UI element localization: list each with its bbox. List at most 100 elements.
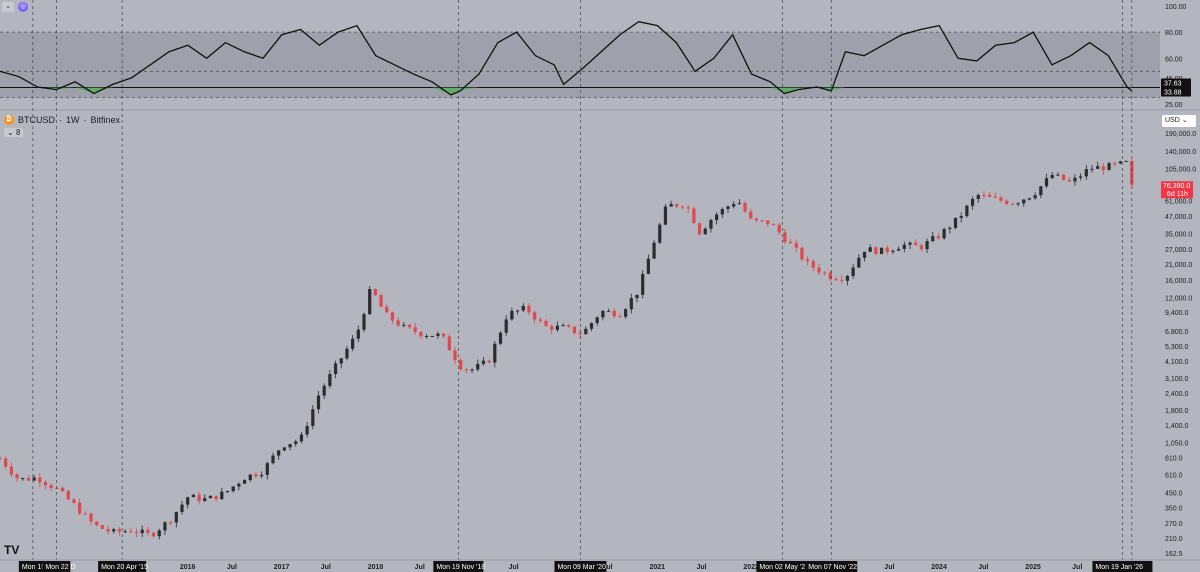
candle-body [624,309,628,317]
candle-body [1022,199,1026,204]
candle-body [1090,168,1094,170]
price-tick-label: 1,050.0 [1165,440,1188,447]
candle-body [72,499,76,503]
time-tick-label: 2018 [368,564,384,571]
candle-body [1130,161,1134,185]
price-tick-label: 21,000.0 [1165,262,1192,269]
time-tick-label: Jul [227,564,237,571]
candles [0,157,1134,540]
candle-body [1050,174,1054,179]
time-marker-tag [1092,561,1153,572]
candle-body [66,491,70,500]
settings-icon[interactable]: ◎ [18,2,28,12]
candle-body [914,242,918,246]
candle-body [533,312,537,320]
currency-label: USD [1165,117,1180,124]
candle-body [982,194,986,196]
currency-selector[interactable]: USD ⌄ [1162,115,1196,127]
symbol-label[interactable]: BTCUSD [18,115,56,125]
rsi-current-value: 37.63 [1164,80,1182,87]
candle-body [129,531,133,533]
candle-body [424,336,429,338]
rsi-current-tag [1161,78,1191,88]
candle-body [100,525,104,529]
candle-body [897,248,901,251]
candle-body [316,395,321,410]
candle-body [754,218,759,221]
indicator-toggle[interactable]: ⌄ 8 [4,128,24,137]
candle-body [1061,174,1066,181]
price-tick-label: 190,000.0 [1165,131,1196,138]
candle-body [766,220,770,225]
candle-body [498,332,503,344]
price-tick-label: 105,000.0 [1165,166,1196,173]
candle-body [134,532,139,534]
chevron-down-icon: ⌄ [7,128,14,137]
price-tick-label: 450.0 [1165,491,1183,498]
candle-body [0,458,2,460]
candle-body [550,326,554,330]
time-marker-tag [756,561,809,572]
rsi-oversold-area [93,87,113,94]
candle-body [442,333,446,337]
candle-body [254,474,258,477]
candle-body [635,294,639,299]
time-marker-label: Mon 19 Nov '18 [436,564,485,571]
time-tick-label: Jul [603,564,613,571]
candle-body [1010,203,1014,205]
candle-body [294,441,298,445]
candle-body [606,310,611,312]
candle-body [157,530,161,537]
candle-body [21,478,25,480]
price-tick-label: 810.0 [1165,456,1183,463]
time-marker-label: Mon 20 Apr '15 [101,564,148,571]
candle-body [282,447,286,451]
rsi-tick-label: 25.00 [1165,102,1183,109]
candle-body [476,363,480,370]
candle-body [1084,169,1088,177]
candle-body [1107,163,1111,171]
candle-body [470,369,474,371]
candle-body [277,450,281,456]
price-tick-label: 270.0 [1165,521,1183,528]
candle-body [407,324,412,328]
candle-body [612,310,616,317]
candle-body [646,258,650,275]
interval-label[interactable]: 1W [66,115,80,125]
price-tick-label: 6,800.0 [1165,329,1188,336]
candle-body [851,267,855,277]
candle-body [572,326,577,334]
candle-body [214,495,218,500]
candle-body [629,298,633,310]
candle-body [515,310,520,312]
candle-body [1005,200,1009,204]
candle-body [436,333,440,336]
header-separator: · [59,115,63,125]
candle-body [936,236,941,239]
candle-body [140,529,144,534]
header-separator: · [83,115,87,125]
time-tick-label: Jul [978,564,988,571]
candle-body [1118,161,1123,164]
chevron-down-icon[interactable]: ⌄ [2,2,14,12]
chart-header: ₿ BTCUSD · 1W · Bitfinex [4,115,120,125]
candle-body [203,498,207,502]
candle-body [333,363,338,375]
tradingview-logo: TV [4,543,20,557]
candle-body [413,327,417,332]
candle-body [578,333,582,335]
price-tick-label: 140,000.0 [1165,149,1196,156]
candle-body [32,477,36,481]
candle-body [595,317,599,324]
candle-body [299,434,304,442]
price-tick-label: 162.5 [1165,551,1183,558]
candle-body [874,247,878,255]
candle-body [999,197,1003,201]
time-marker-label: Mon 09 Mar '20 [557,564,606,571]
price-tick-label: 3,100.0 [1165,376,1188,383]
candle-body [339,358,343,364]
candle-body [311,409,315,427]
time-marker-tag [98,561,147,572]
time-tick-label: Jul [509,564,519,571]
